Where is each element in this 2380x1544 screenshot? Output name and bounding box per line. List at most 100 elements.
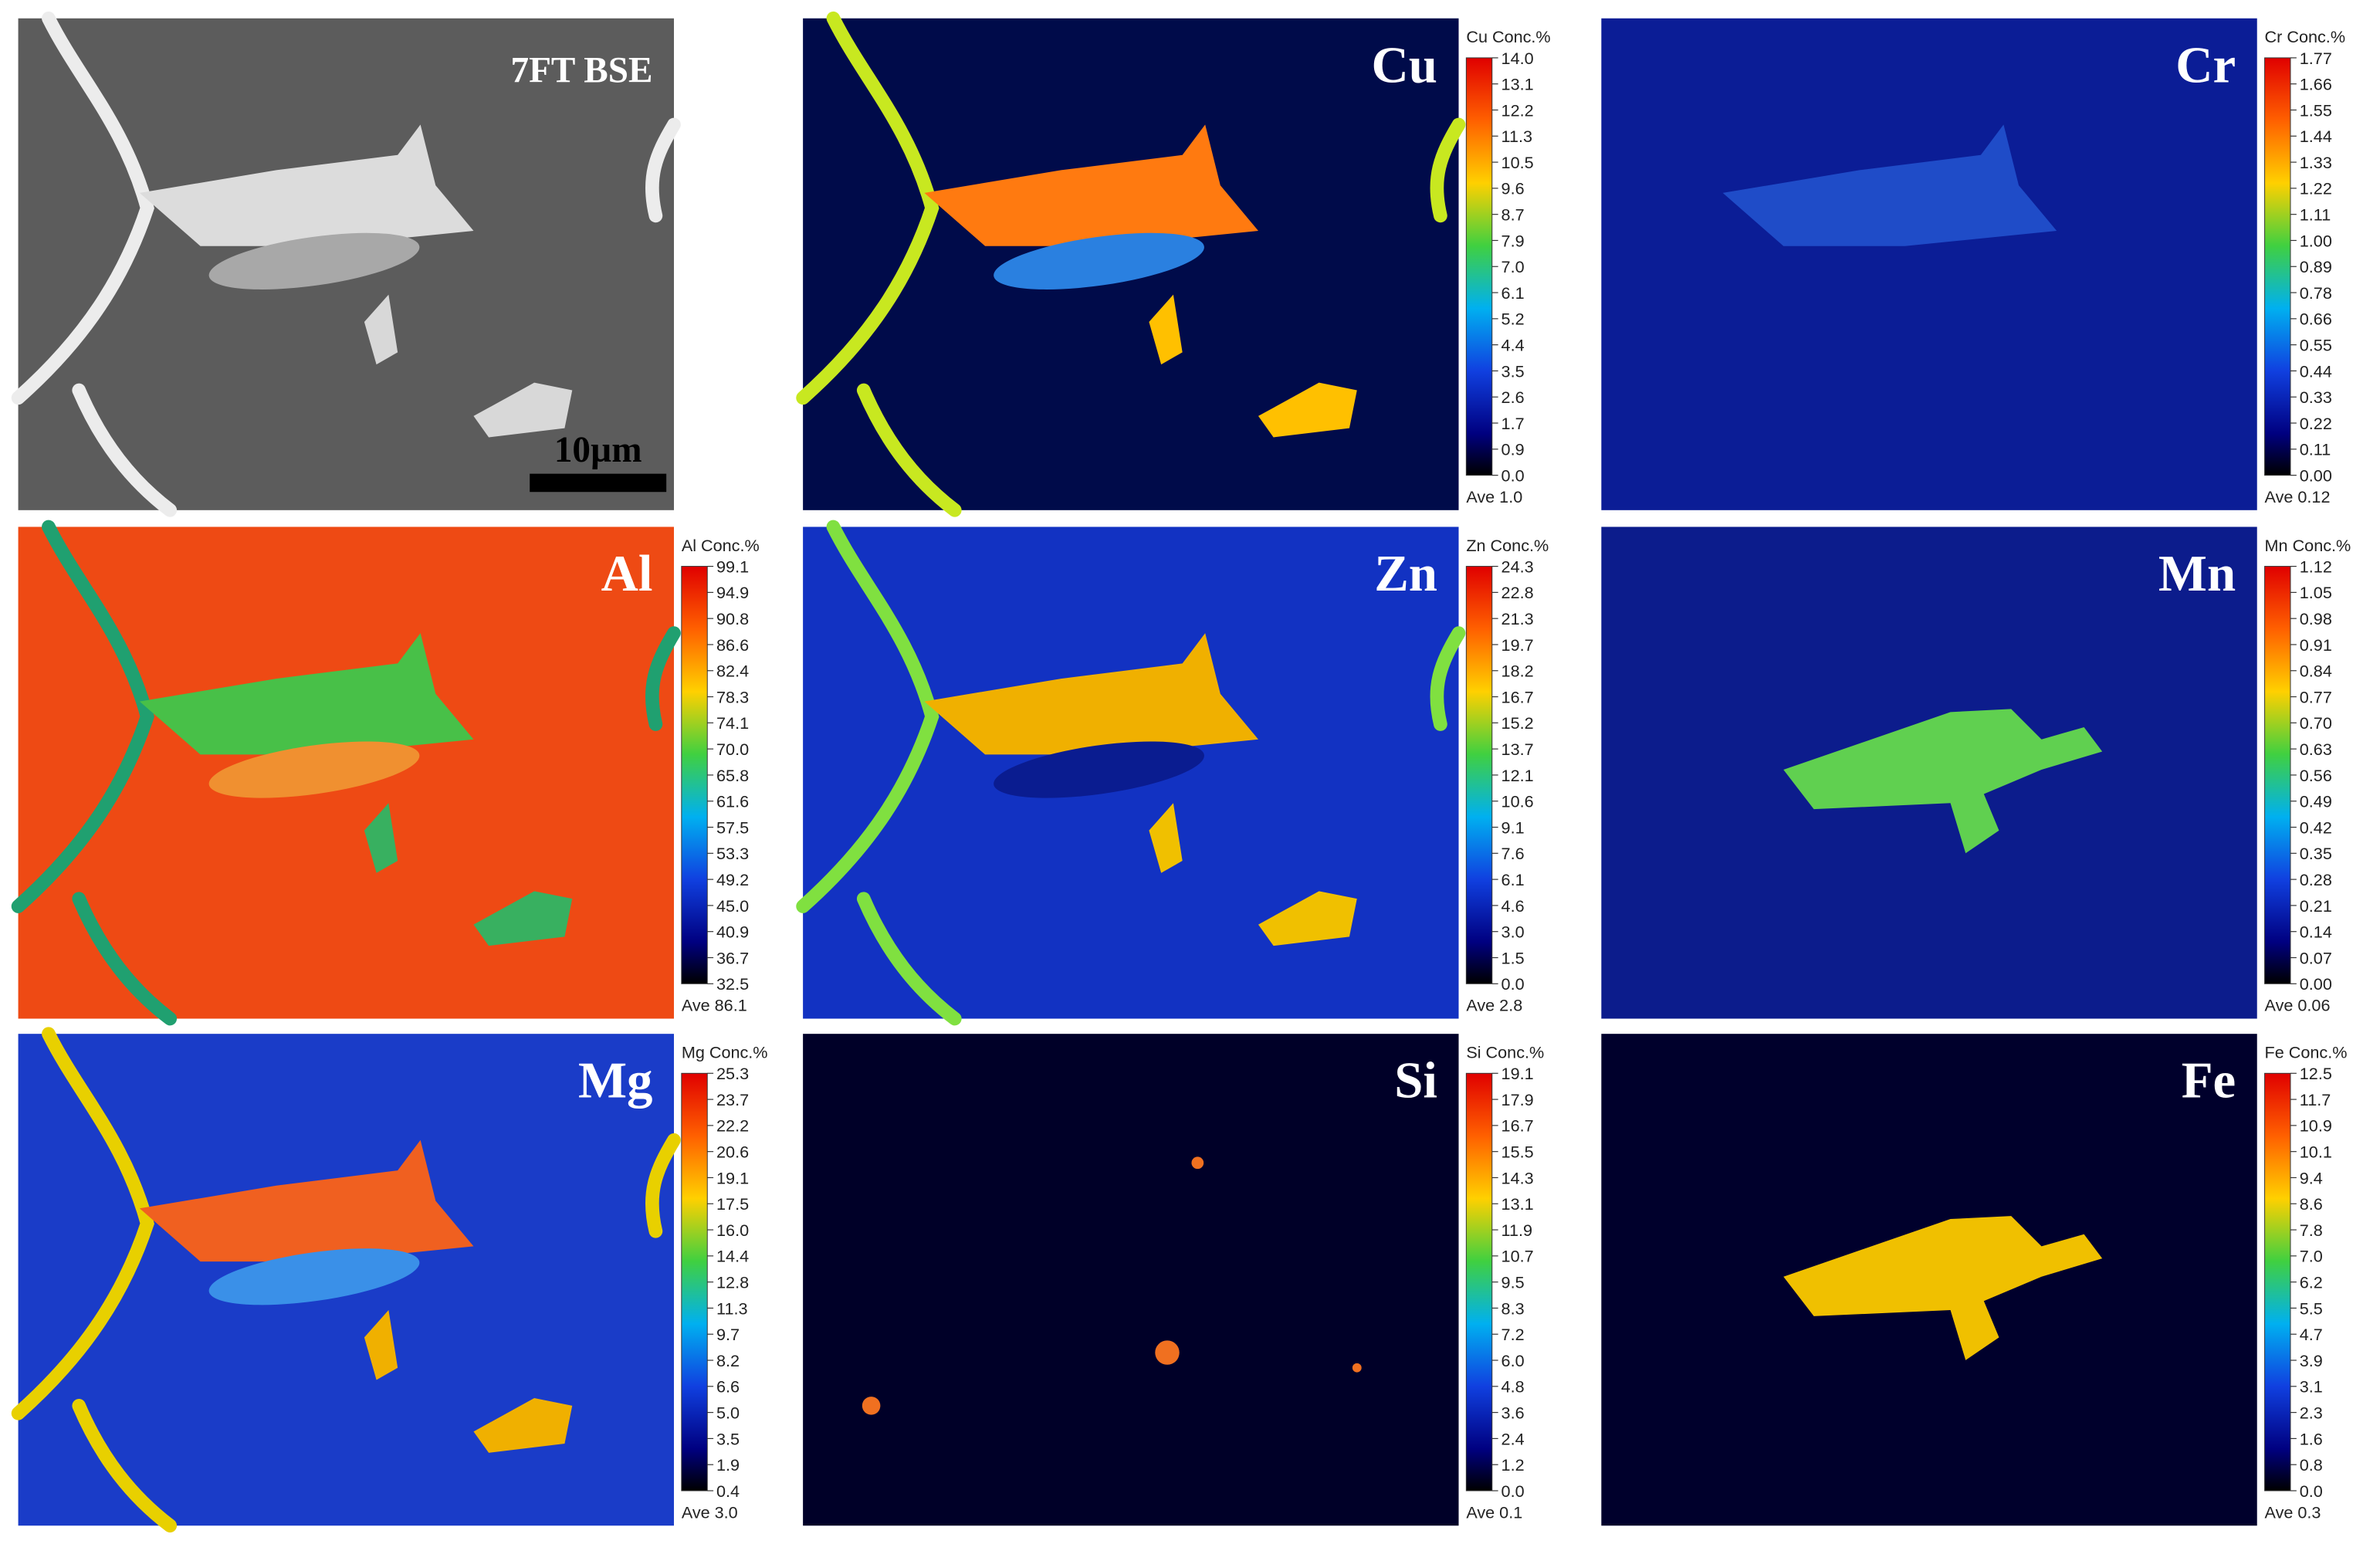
intermetallic-band [924,633,1258,755]
map-panel: 7FT BSE 10µm [11,11,681,517]
colorbar-tick-label: 9.1 [1501,818,1525,837]
colorbar-tick-label: 19.1 [1501,1064,1534,1083]
colorbar-tick-label: 8.3 [1501,1299,1525,1318]
colorbar-tick-label: 0.35 [2300,844,2332,863]
colorbar-title: Si Conc.% [1466,1043,1544,1062]
colorbar-tick-label: 0.66 [2300,310,2332,329]
colorbar-tick-label: 65.8 [716,766,749,785]
colorbar-tick-label: 0.70 [2300,713,2332,733]
colorbar-tick-label: 0.78 [2300,283,2332,303]
map-panel: Al Al Conc.% 99.1 94.9 90.8 86.6 82.4 78.3 74.1 7… [11,520,760,1026]
grain-boundary [796,520,939,913]
colorbar-tick-label: 0.33 [2300,388,2332,407]
colorbar-tick-label: 9.7 [716,1325,740,1344]
colorbar-tick-label: 10.5 [1501,153,1534,172]
colorbar-tick-label: 1.22 [2300,179,2332,198]
colorbar-tick-label: 1.77 [2300,49,2332,68]
colorbar-tick-label: 61.6 [716,792,749,811]
colorbar-tick-label: 10.1 [2300,1143,2332,1162]
grain-boundary [11,11,154,405]
element-label: Zn [1374,545,1437,602]
intermetallic-band [139,124,474,246]
colorbar-tick-label: 4.8 [1501,1377,1525,1397]
colorbar-tick-label: 0.4 [716,1481,740,1501]
colorbar-tick-label: 0.91 [2300,635,2332,655]
colorbar-tick-label: 11.3 [716,1299,747,1318]
colorbar-title: Al Conc.% [682,536,760,555]
colorbar-tick-label: 10.9 [2300,1116,2332,1136]
colorbar-tick-label: 1.00 [2300,231,2332,250]
colorbar-tick-label: 6.1 [1501,870,1525,889]
colorbar-tick-label: 19.7 [1501,635,1534,655]
map-panel: Mn Mn Conc.% 1.12 1.05 0.98 0.91 0.84 0.77 0.70 0… [1601,527,2351,1019]
colorbar-tick-label: 2.4 [1501,1429,1525,1448]
colorbar-tick-label: 1.11 [2300,205,2331,225]
colorbar-tick-label: 13.1 [1501,75,1534,94]
colorbar-tick-label: 3.0 [1501,923,1525,942]
particle [1258,382,1357,438]
colorbar-tick-label: 0.0 [1501,466,1525,485]
inclusion [994,232,1204,290]
colorbar-tick-label: 0.56 [2300,766,2332,785]
colorbar-tick-label: 2.3 [2300,1403,2323,1422]
colorbar-tick-label: 14.0 [1501,49,1534,68]
colorbar-tick-label: 9.4 [2300,1168,2323,1187]
colorbar-tick-label: 22.2 [716,1116,749,1136]
particle [1191,1156,1204,1170]
colorbar-tick-label: 0.00 [2300,974,2332,994]
map-panel: Fe Fe Conc.% 12.5 11.7 10.9 10.1 9.4 8.6 7.8 7.0 6… [1601,1034,2348,1526]
colorbar-tick-label: 22.8 [1501,583,1534,602]
colorbar [2264,566,2291,984]
map-panel: Mg Mg Conc.% 25.3 23.7 22.2 20.6 19.1 17.5 16.0 1… [11,1027,768,1533]
colorbar-tick-label: 0.98 [2300,609,2332,628]
colorbar-tick-label: 0.11 [2300,440,2331,459]
grain-boundary [645,1133,681,1238]
colorbar-average: Ave 0.3 [2265,1502,2321,1522]
colorbar-title: Cr Conc.% [2265,27,2345,46]
colorbar-tick-label: 5.5 [2300,1299,2323,1318]
colorbar-tick-label: 4.6 [1501,896,1525,916]
grain-boundary [72,1399,178,1533]
particle [473,1398,573,1453]
colorbar-tick-label: 1.66 [2300,75,2332,94]
inclusion [994,741,1204,798]
colorbar-tick-label: 1.55 [2300,100,2332,120]
colorbar-tick-label: 1.2 [1501,1455,1525,1475]
element-label: Cu [1372,36,1437,93]
colorbar-tick-label: 90.8 [716,609,749,628]
colorbar-average: Ave 0.1 [1466,1502,1522,1522]
colorbar-tick-label: 6.6 [716,1377,740,1397]
colorbar-tick-label: 15.2 [1501,713,1534,733]
colorbar-tick-label: 3.9 [2300,1351,2323,1370]
intermetallic-band [1722,124,2057,246]
colorbar-tick-label: 5.0 [716,1403,740,1422]
colorbar-tick-label: 74.1 [716,713,749,733]
colorbar [2264,57,2291,476]
particle [1155,1340,1180,1365]
colorbar-title: Fe Conc.% [2265,1043,2348,1062]
colorbar-tick-label: 21.3 [1501,609,1534,628]
colorbar [2264,1072,2291,1492]
colorbar-average: Ave 86.1 [682,996,747,1015]
grain-boundary [1430,626,1466,731]
colorbar-tick-label: 0.55 [2300,336,2332,355]
colorbar-average: Ave 0.06 [2265,996,2331,1015]
colorbar [681,566,708,984]
colorbar-tick-label: 2.6 [1501,388,1525,407]
colorbar-tick-label: 0.89 [2300,257,2332,276]
particle [364,803,398,873]
colorbar-title: Mg Conc.% [682,1043,768,1062]
colorbar-tick-label: 7.8 [2300,1221,2323,1240]
colorbar-tick-label: 20.6 [716,1143,749,1162]
colorbar-tick-label: 14.3 [1501,1168,1534,1187]
colorbar-tick-label: 24.3 [1501,557,1534,576]
colorbar-tick-label: 11.7 [2300,1090,2331,1109]
colorbar-tick-label: 99.1 [716,557,749,576]
colorbar-tick-label: 0.84 [2300,662,2332,681]
grain-boundary [856,383,962,517]
colorbar-tick-label: 1.12 [2300,557,2332,576]
colorbar-tick-label: 0.21 [2300,896,2332,916]
colorbar-tick-label: 3.6 [1501,1403,1525,1422]
colorbar-tick-label: 0.63 [2300,740,2332,759]
